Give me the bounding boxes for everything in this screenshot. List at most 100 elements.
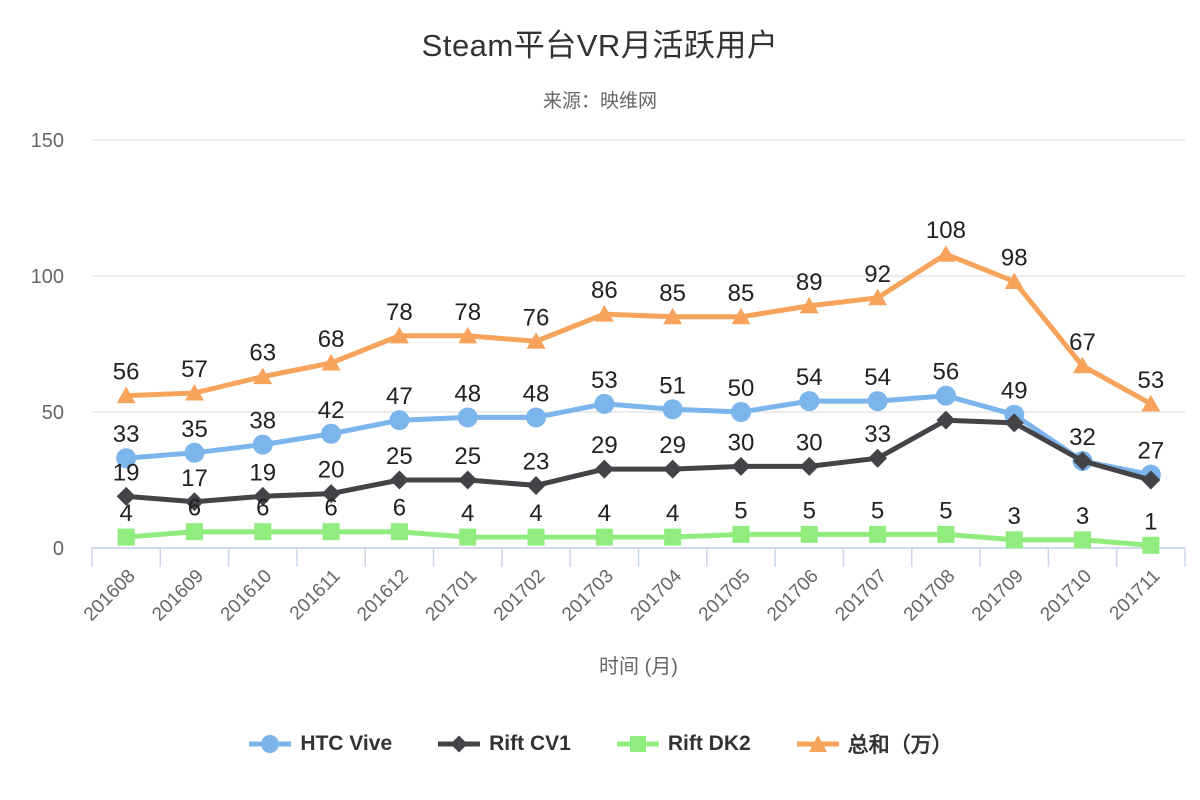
marker-triangle xyxy=(799,296,819,314)
data-label: 6 xyxy=(393,495,406,522)
data-label: 56 xyxy=(113,359,140,386)
data-label: 19 xyxy=(113,459,140,486)
chart-title: Steam平台VR月活跃用户 xyxy=(421,28,779,63)
marker-circle xyxy=(594,393,615,414)
data-label: 29 xyxy=(591,432,618,459)
data-label: 42 xyxy=(318,397,345,424)
x-axis-title: 时间 (月) xyxy=(599,655,678,678)
marker-square xyxy=(254,523,272,541)
data-label: 78 xyxy=(454,299,481,326)
marker-triangle xyxy=(321,354,341,371)
data-label: 78 xyxy=(386,299,413,326)
data-label: 108 xyxy=(926,217,966,244)
data-label: 76 xyxy=(523,304,550,331)
marker-square xyxy=(800,525,818,543)
data-label: 54 xyxy=(796,364,823,391)
marker-diamond xyxy=(184,492,204,512)
x-tick-label: 201702 xyxy=(490,566,550,626)
marker-circle xyxy=(730,402,751,422)
x-tick-label: 201710 xyxy=(1036,566,1096,626)
marker-diamond xyxy=(663,459,683,479)
legend-item-2[interactable]: Rift DK2 xyxy=(615,731,751,757)
marker-circle xyxy=(389,410,410,431)
marker-square xyxy=(1142,536,1160,554)
marker-circle xyxy=(184,442,205,463)
data-label: 49 xyxy=(1001,378,1028,405)
data-label: 54 xyxy=(864,364,891,391)
x-tick-label: 201609 xyxy=(148,566,208,626)
legend-label: HTC Vive xyxy=(300,732,393,755)
data-label: 25 xyxy=(386,443,413,470)
marker-triangle xyxy=(253,367,273,385)
legend-marker-diamond-icon xyxy=(438,735,481,753)
series-line-1 xyxy=(123,417,1154,505)
data-label: 27 xyxy=(1137,438,1164,465)
marker-triangle xyxy=(868,288,888,306)
marker-triangle xyxy=(526,332,546,349)
legend-label: Rift CV1 xyxy=(489,732,571,755)
data-label: 85 xyxy=(659,280,686,307)
marker-triangle xyxy=(1141,394,1161,412)
data-label: 5 xyxy=(871,497,884,524)
marker-circle xyxy=(526,407,547,428)
data-label: 4 xyxy=(666,500,679,527)
marker-circle xyxy=(799,391,820,412)
marker-triangle xyxy=(116,386,136,404)
chart-subtitle: 来源：映维网 xyxy=(542,91,657,112)
data-label: 48 xyxy=(523,380,550,407)
series-line-0 xyxy=(123,393,1154,478)
marker-square xyxy=(322,523,340,541)
data-label: 4 xyxy=(119,500,132,527)
marker-diamond xyxy=(116,486,136,506)
x-tick-label: 201704 xyxy=(627,565,687,625)
series-line-2 xyxy=(123,529,1154,548)
marker-diamond xyxy=(594,459,614,479)
data-label: 20 xyxy=(318,457,345,484)
data-label: 48 xyxy=(454,380,481,407)
data-label: 57 xyxy=(181,356,208,383)
legend: HTC Vive Rift CV1 Rift DK2 总和（万） xyxy=(0,720,1200,768)
x-tick-label: 201705 xyxy=(695,566,755,626)
legend-marker-square-icon xyxy=(616,736,659,752)
marker-diamond xyxy=(799,456,819,476)
data-label: 25 xyxy=(454,443,481,470)
series-line-3 xyxy=(123,251,1154,407)
data-label: 56 xyxy=(933,359,960,386)
marker-circle xyxy=(935,385,956,406)
y-tick-label: 50 xyxy=(42,402,64,424)
marker-diamond xyxy=(868,448,888,468)
data-label: 47 xyxy=(386,383,413,410)
data-label: 86 xyxy=(591,277,618,304)
marker-triangle xyxy=(458,326,478,344)
data-label: 50 xyxy=(728,375,755,402)
marker-triangle xyxy=(1004,272,1024,289)
data-label: 35 xyxy=(181,416,208,443)
data-label: 3 xyxy=(1008,503,1021,530)
marker-circle xyxy=(867,391,888,412)
x-tick-label: 201709 xyxy=(968,566,1028,626)
marker-triangle xyxy=(184,383,204,401)
marker-triangle xyxy=(389,326,409,344)
x-tick-label: 201708 xyxy=(900,566,960,626)
legend-item-3[interactable]: 总和（万） xyxy=(795,729,953,759)
data-label: 29 xyxy=(659,432,686,459)
y-tick-label: 100 xyxy=(31,266,64,288)
marker-circle xyxy=(457,407,478,428)
legend-item-1[interactable]: Rift CV1 xyxy=(436,731,571,757)
data-label: 85 xyxy=(728,280,755,307)
legend-label: Rift DK2 xyxy=(667,732,751,755)
marker-triangle xyxy=(731,307,751,325)
data-label: 30 xyxy=(728,429,755,456)
marker-diamond xyxy=(1141,470,1161,490)
data-label: 30 xyxy=(796,429,823,456)
legend-item-0[interactable]: HTC Vive xyxy=(247,731,392,757)
data-label: 92 xyxy=(864,261,891,288)
data-label: 6 xyxy=(256,495,269,522)
marker-diamond xyxy=(458,470,478,490)
marker-square xyxy=(664,528,682,546)
x-tick-label: 201711 xyxy=(1106,566,1165,625)
data-label: 67 xyxy=(1069,329,1096,356)
data-label: 19 xyxy=(249,459,276,486)
